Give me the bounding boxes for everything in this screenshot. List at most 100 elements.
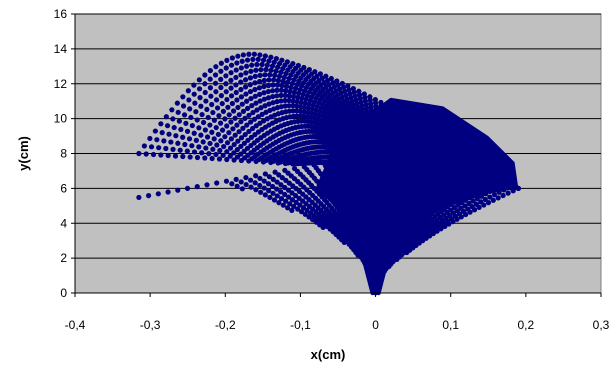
data-point [252,86,258,93]
data-point [286,180,292,186]
x-tick-label: -0,3 [140,318,161,332]
data-point [202,155,208,161]
data-point [505,190,511,196]
data-point [238,65,244,71]
data-point [356,238,362,243]
data-point [270,88,276,94]
data-point [490,197,496,203]
data-point [482,196,488,203]
data-point [194,117,200,123]
data-point [278,98,284,104]
data-point [256,85,263,91]
data-point [214,142,220,148]
data-point [152,128,158,134]
data-point [262,72,268,78]
data-point [257,182,263,189]
data-point [274,87,280,93]
data-point [238,72,244,78]
data-point [330,80,336,86]
data-point [205,114,211,121]
data-point [238,179,244,185]
data-point [202,72,208,78]
y-tick-label: 4 [60,216,67,230]
data-point [289,207,295,213]
data-point [181,112,188,118]
data-point [287,88,293,95]
data-point [143,151,149,157]
data-point [165,189,171,195]
data-point [209,129,215,135]
data-point [210,109,216,116]
data-point [495,195,501,201]
data-point [245,137,251,143]
data-point [234,147,240,153]
data-point [242,115,248,121]
data-point [270,190,276,196]
data-point [170,116,176,122]
data-point [343,92,349,98]
data-point [204,182,210,188]
data-point [213,151,219,158]
data-point [345,83,351,89]
data-point [442,223,448,230]
data-point [202,89,208,96]
data-point [487,194,493,200]
data-point [182,141,188,148]
data-point [267,194,273,201]
data-point [136,194,142,201]
y-tick-label: 14 [54,42,68,56]
data-point [191,91,197,97]
data-point [215,131,221,138]
data-point [248,184,254,190]
data-point [272,72,278,79]
x-axis-title: x(cm) [311,347,346,362]
data-point [207,85,213,91]
data-point [261,178,267,184]
data-point [234,183,240,189]
data-point [229,100,236,107]
data-point [239,58,245,64]
data-point [306,66,312,73]
data-point [238,79,244,85]
data-point [286,97,292,104]
data-point [165,152,171,159]
data-point [243,174,249,181]
data-point [280,78,286,84]
data-point [236,112,242,118]
data-point [276,73,283,79]
data-point [378,99,384,106]
data-point [223,65,229,71]
data-point [268,67,274,73]
data-point [272,169,278,175]
data-point [204,106,210,113]
data-point [257,78,263,85]
data-point [184,148,190,154]
data-point [210,146,216,152]
data-point [232,132,238,138]
data-point [259,111,265,117]
data-point [159,130,165,136]
data-point [250,109,256,116]
data-point [257,120,263,126]
data-point [269,183,276,190]
data-point [271,77,277,83]
data-point [274,193,280,199]
y-tick-label: 2 [60,251,67,265]
data-point [174,100,180,106]
data-point [294,103,300,109]
data-point [218,68,224,74]
data-point [270,93,276,100]
data-point [279,175,285,181]
y-tick-label: 6 [60,181,67,195]
data-point [216,156,223,162]
data-point [312,69,318,75]
x-tick-label: -0,2 [215,318,236,332]
data-point [463,211,469,218]
data-point [234,154,241,160]
data-point [243,70,249,76]
data-point [268,54,274,60]
data-point [176,118,182,124]
data-point [202,127,208,133]
